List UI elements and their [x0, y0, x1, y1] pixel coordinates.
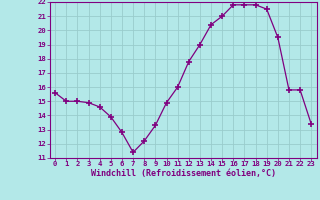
X-axis label: Windchill (Refroidissement éolien,°C): Windchill (Refroidissement éolien,°C)	[91, 169, 276, 178]
